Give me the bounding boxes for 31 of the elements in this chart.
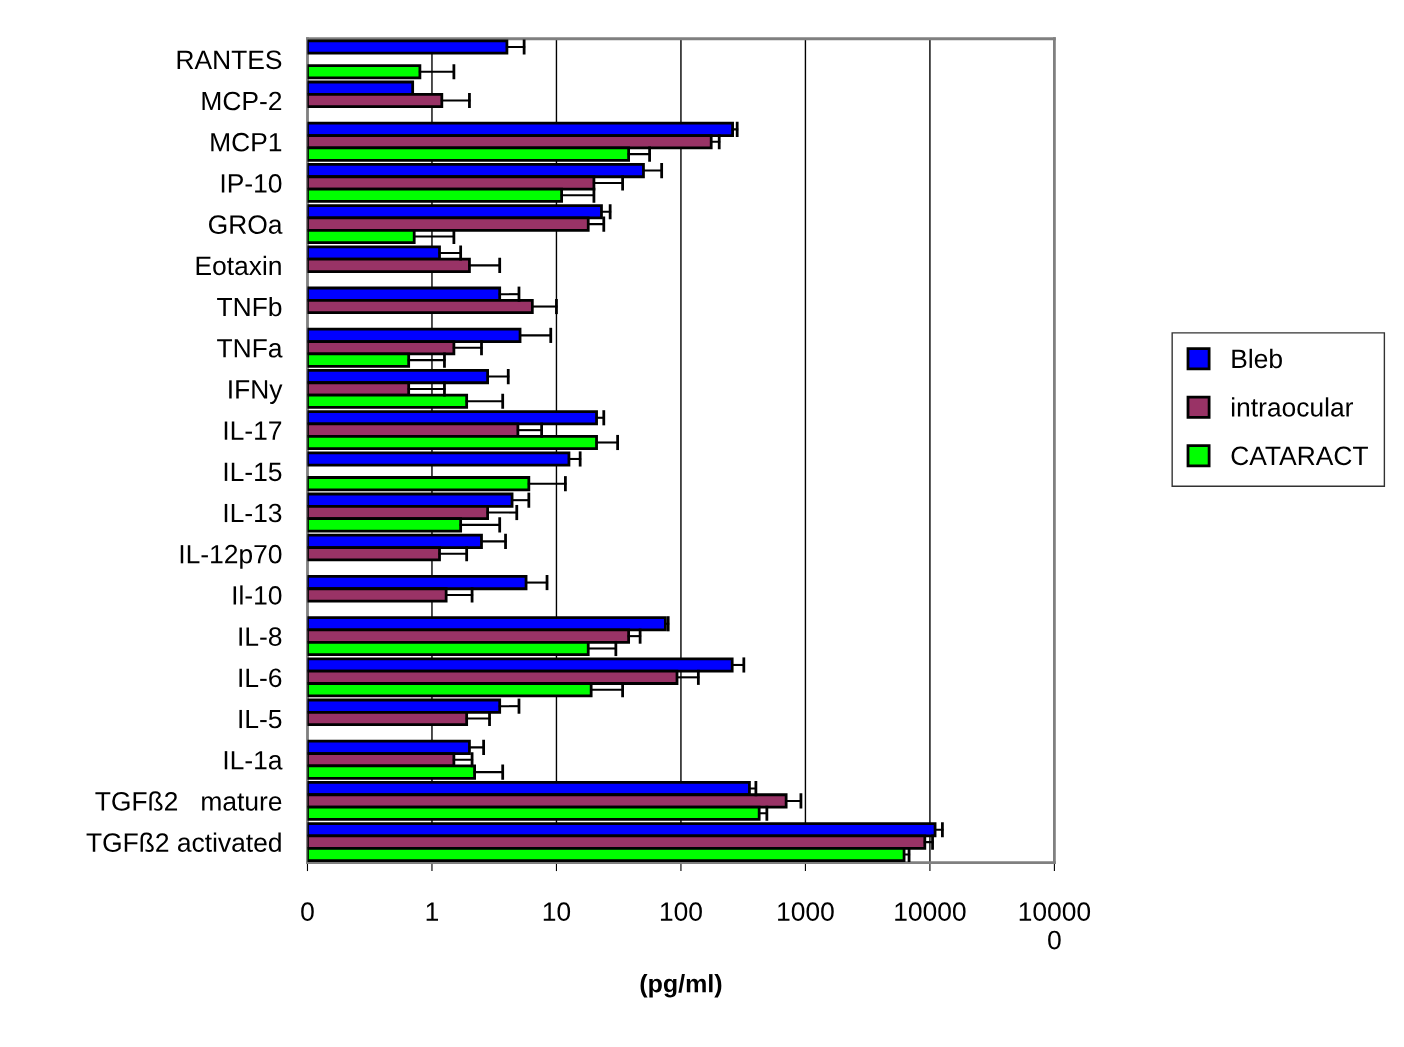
x-tick-label: 1000 (778, 902, 834, 921)
y-tick-label: TGFß2 mature (95, 791, 282, 811)
x-tick-label: 10000 0 (1019, 902, 1091, 950)
y-tick-label: TGFß2 activated (86, 832, 281, 852)
legend-label: Bleb (1232, 348, 1282, 369)
x-axis-title: (pg/ml) (640, 974, 722, 998)
y-tick-label: TNFb (217, 296, 282, 317)
y-tick-label: IL-6 (239, 668, 282, 688)
y-tick-label: MCP1 (211, 132, 282, 152)
y-tick-label: IP-10 (221, 174, 282, 193)
y-tick-label: IL-12p70 (180, 544, 282, 569)
y-tick-label: Il-10 (233, 585, 282, 605)
y-tick-label: TNFa (217, 339, 283, 358)
y-tick-label: GROa (209, 215, 283, 234)
y-tick-label: IL-15 (224, 462, 282, 482)
y-tick-label: IL-8 (239, 627, 282, 646)
x-tick-label: 1 (426, 902, 439, 921)
y-tick-label: IL-13 (224, 503, 282, 523)
y-tick-label: IL-17 (224, 421, 282, 440)
legend-label: intraocular (1231, 397, 1353, 417)
legend-label: CATARACT (1231, 446, 1368, 466)
x-tick-label: 100 (660, 902, 702, 921)
y-tick-label: Eotaxin (196, 255, 281, 276)
x-tick-label: 10 (543, 902, 571, 921)
x-tick-label: 10000 (895, 902, 966, 921)
y-tick-label: RANTES (177, 50, 282, 70)
y-tick-label: IFNy (229, 380, 283, 404)
y-tick-label: IL-5 (239, 709, 282, 729)
y-tick-label: MCP-2 (202, 91, 282, 111)
x-tick-label: 0 (301, 902, 314, 921)
y-tick-label: IL-1a (224, 751, 283, 770)
